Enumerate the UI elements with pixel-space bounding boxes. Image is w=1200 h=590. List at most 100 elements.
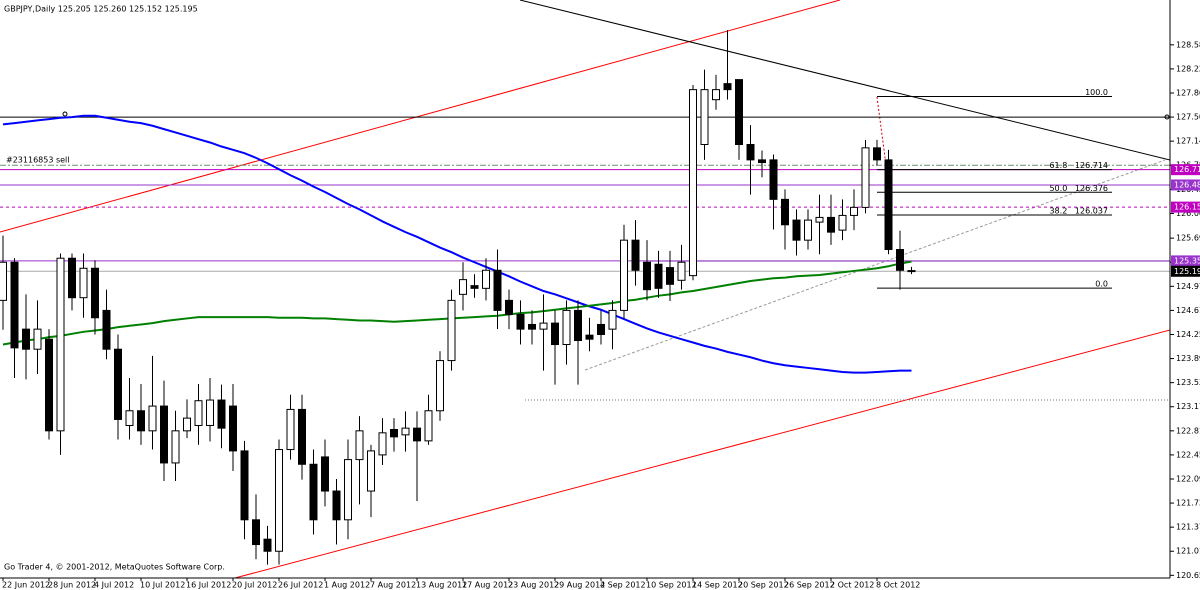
candle-body bbox=[528, 323, 536, 330]
y-tick-label: 127.860 bbox=[1176, 88, 1200, 97]
trend-line bbox=[0, 0, 841, 233]
candle-body bbox=[91, 267, 99, 319]
candle-body bbox=[436, 360, 444, 412]
candle-body bbox=[401, 427, 410, 436]
price-tag bbox=[1171, 201, 1200, 213]
y-tick-label: 124.970 bbox=[1176, 282, 1200, 291]
y-tick-label: 124.250 bbox=[1176, 330, 1200, 339]
y-tick-label: 123.530 bbox=[1176, 378, 1200, 387]
candle-body bbox=[240, 450, 249, 521]
fib-label: 61.8 126.714 bbox=[1049, 161, 1108, 170]
moving-average bbox=[2, 260, 912, 346]
candle-body bbox=[723, 83, 732, 91]
trend-line bbox=[519, 0, 1170, 161]
candle-body bbox=[827, 216, 835, 233]
candle-body bbox=[0, 261, 7, 301]
candle-body bbox=[79, 267, 88, 299]
x-tick-label: 16 Jul 2012 bbox=[186, 581, 231, 590]
y-tick-label: 127.500 bbox=[1176, 113, 1200, 122]
footer: Go Trader 4, © 2001-2012, MetaQuotes Sof… bbox=[4, 563, 225, 572]
y-tick-label: 126.060 bbox=[1176, 209, 1200, 218]
candle-body bbox=[206, 399, 214, 426]
candle-body bbox=[620, 239, 628, 311]
candle-body bbox=[125, 410, 134, 426]
candle-body bbox=[689, 89, 697, 277]
candle-body bbox=[114, 348, 122, 420]
candle-body bbox=[505, 299, 513, 315]
candle-body bbox=[378, 432, 387, 456]
candle-body bbox=[608, 309, 617, 330]
price-tag-label: 126.48 bbox=[1174, 180, 1200, 189]
candle-body bbox=[217, 399, 226, 429]
fib-label: 50.0 126.376 bbox=[1049, 184, 1108, 193]
candle-body bbox=[286, 408, 295, 451]
anchor-point bbox=[62, 111, 68, 117]
candle-body bbox=[10, 261, 19, 349]
candle-body bbox=[424, 410, 433, 442]
candle-body bbox=[562, 309, 571, 346]
trend-line bbox=[584, 159, 1166, 371]
fib-baseline bbox=[876, 96, 887, 166]
candle-body bbox=[884, 159, 893, 251]
candle-body bbox=[447, 299, 456, 362]
y-tick-label: 128.220 bbox=[1176, 64, 1200, 73]
price-tag bbox=[1171, 179, 1200, 191]
candle-body bbox=[654, 263, 663, 289]
y-tick-label: 122.450 bbox=[1176, 450, 1200, 459]
candle-body bbox=[298, 408, 306, 465]
candle-body bbox=[585, 334, 594, 340]
y-tick-label: 122.810 bbox=[1176, 426, 1200, 435]
candle-body bbox=[355, 430, 364, 461]
price-tag-label: 125.195 bbox=[1174, 267, 1200, 276]
candle-body bbox=[758, 159, 766, 164]
candle-body bbox=[413, 427, 421, 442]
candle-body bbox=[229, 405, 237, 452]
candle-body bbox=[171, 430, 180, 464]
candle-body bbox=[22, 328, 30, 350]
x-tick-label: 10 Sep 2012 bbox=[646, 581, 697, 590]
candle-body bbox=[850, 206, 858, 216]
fib-label: 100.0 bbox=[1085, 88, 1108, 97]
candle-body bbox=[321, 456, 329, 492]
candle-body bbox=[263, 538, 272, 552]
price-tag-label: 126.154 bbox=[1174, 203, 1200, 212]
candle-body bbox=[137, 410, 145, 432]
order-label: #23116853 sell bbox=[6, 156, 70, 165]
x-tick-label: 26 Sep 2012 bbox=[784, 581, 835, 590]
x-tick-label: 13 Aug 2012 bbox=[416, 581, 467, 590]
moving-average bbox=[2, 114, 912, 374]
x-tick-label: 2 Oct 2012 bbox=[830, 581, 874, 590]
x-tick-label: 20 Jul 2012 bbox=[232, 581, 277, 590]
y-tick-label: 121.730 bbox=[1176, 499, 1200, 508]
price-tag-label: 125.350 bbox=[1174, 256, 1200, 265]
candle-body bbox=[873, 147, 881, 161]
x-tick-label: 7 Aug 2012 bbox=[370, 581, 416, 590]
x-tick-label: 10 Jul 2012 bbox=[140, 581, 185, 590]
candle-body bbox=[183, 417, 191, 432]
candle-body bbox=[516, 313, 525, 330]
candle-body bbox=[344, 459, 352, 521]
price-tag-label: 126.71 bbox=[1174, 165, 1200, 174]
candle-body bbox=[68, 257, 76, 299]
trend-line bbox=[234, 329, 1170, 578]
candle-body bbox=[677, 261, 686, 281]
candle-body bbox=[470, 285, 479, 289]
candle-body bbox=[861, 147, 870, 208]
y-tick-label: 123.170 bbox=[1176, 402, 1200, 411]
candle-body bbox=[815, 216, 824, 223]
candle-body bbox=[804, 219, 812, 241]
x-tick-label: 23 Aug 2012 bbox=[508, 581, 559, 590]
candle-body bbox=[459, 279, 467, 295]
candle-body bbox=[896, 249, 904, 271]
candle-body bbox=[332, 490, 341, 521]
candle-body bbox=[574, 309, 582, 342]
y-tick-label: 120.650 bbox=[1176, 571, 1200, 580]
candle-body bbox=[712, 89, 720, 101]
candle-body bbox=[631, 239, 640, 271]
fib-label: 0.0 bbox=[1095, 280, 1108, 289]
candle-body bbox=[735, 79, 743, 145]
candle-body bbox=[907, 270, 916, 273]
